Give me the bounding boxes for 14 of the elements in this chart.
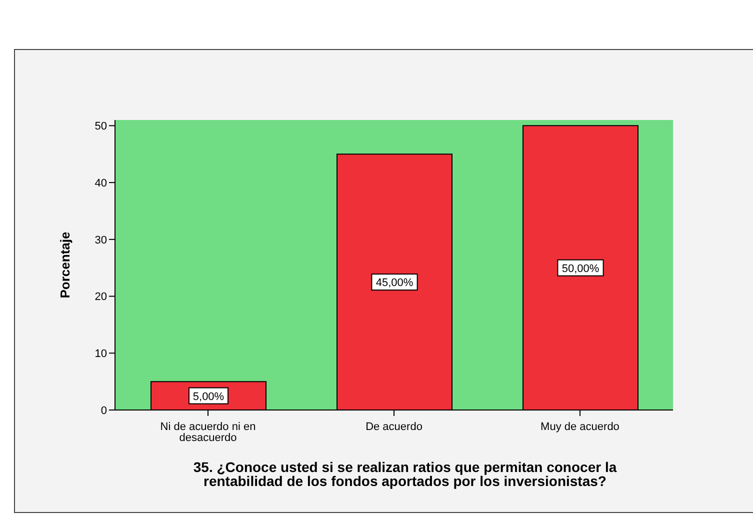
y-tick-label: 0 [100, 404, 107, 417]
y-axis-title: Porcentaje [58, 232, 73, 298]
y-tick-label: 50 [94, 120, 107, 133]
y-tick-label: 40 [94, 177, 107, 190]
y-tick-label: 20 [94, 291, 107, 304]
data-label: 45,00% [376, 277, 414, 290]
y-tick-label: 30 [94, 234, 107, 246]
x-tick-label: Muy de acuerdo [540, 420, 620, 433]
x-tick-label: De acuerdo [366, 420, 422, 433]
x-axis-title: 35. ¿Conoce usted si se realizan ratios que permitan conocer la rentabilidad de los fondos aportados por los inversionistas? [192, 459, 618, 489]
data-label: 5,00% [192, 390, 224, 403]
y-tick-label: 10 [94, 348, 107, 360]
data-label: 50,00% [562, 262, 600, 275]
x-tick-label: Ni de acuerdo ni en desacuerdo [160, 420, 256, 444]
